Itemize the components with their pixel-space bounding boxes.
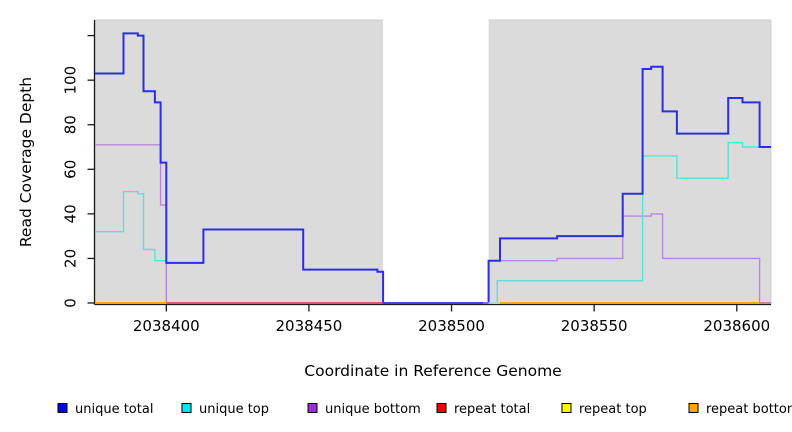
legend-item-unique-total: unique total [57, 402, 153, 417]
y-tick-label: 80 [62, 115, 80, 134]
x-tick-label: 2038550 [561, 317, 628, 335]
x-tick-label: 2038600 [703, 317, 770, 335]
legend-item-repeat-top: repeat top [561, 402, 647, 417]
x-tick-label: 2038450 [276, 317, 343, 335]
legend-swatch [181, 403, 192, 413]
y-tick-label: 60 [62, 160, 80, 179]
masked-region [383, 18, 489, 305]
legend-swatch [436, 403, 447, 413]
legend-label: repeat top [579, 402, 647, 417]
legend-label: unique total [75, 402, 153, 417]
x-tick-label: 2038500 [418, 317, 485, 335]
legend-item-repeat-bottom: repeat bottom [688, 402, 792, 417]
legend-label: unique top [199, 402, 269, 417]
x-tick-label: 2038400 [133, 317, 200, 335]
legend-label: unique bottom [325, 402, 421, 417]
legend-item-unique-top: unique top [181, 402, 269, 417]
chart-legend: unique total unique top unique bottom repea… [57, 402, 792, 417]
legend-item-repeat-total: repeat total [436, 402, 530, 417]
x-axis-title: Coordinate in Reference Genome [304, 362, 561, 380]
legend-item-unique-bottom: unique bottom [307, 402, 421, 417]
legend-label: repeat total [454, 402, 530, 417]
legend-swatch [561, 403, 572, 413]
y-tick-label: 40 [62, 204, 80, 223]
legend-swatch [57, 403, 68, 413]
series-line-unique-total [95, 32, 771, 304]
legend-swatch [688, 403, 699, 413]
y-tick-label: 0 [62, 298, 80, 308]
y-tick-label: 20 [62, 249, 80, 268]
y-axis-title: Read Coverage Depth [17, 77, 35, 247]
legend-swatch [307, 403, 318, 413]
y-tick-label: 100 [62, 66, 80, 95]
legend-label: repeat bottom [706, 402, 792, 417]
